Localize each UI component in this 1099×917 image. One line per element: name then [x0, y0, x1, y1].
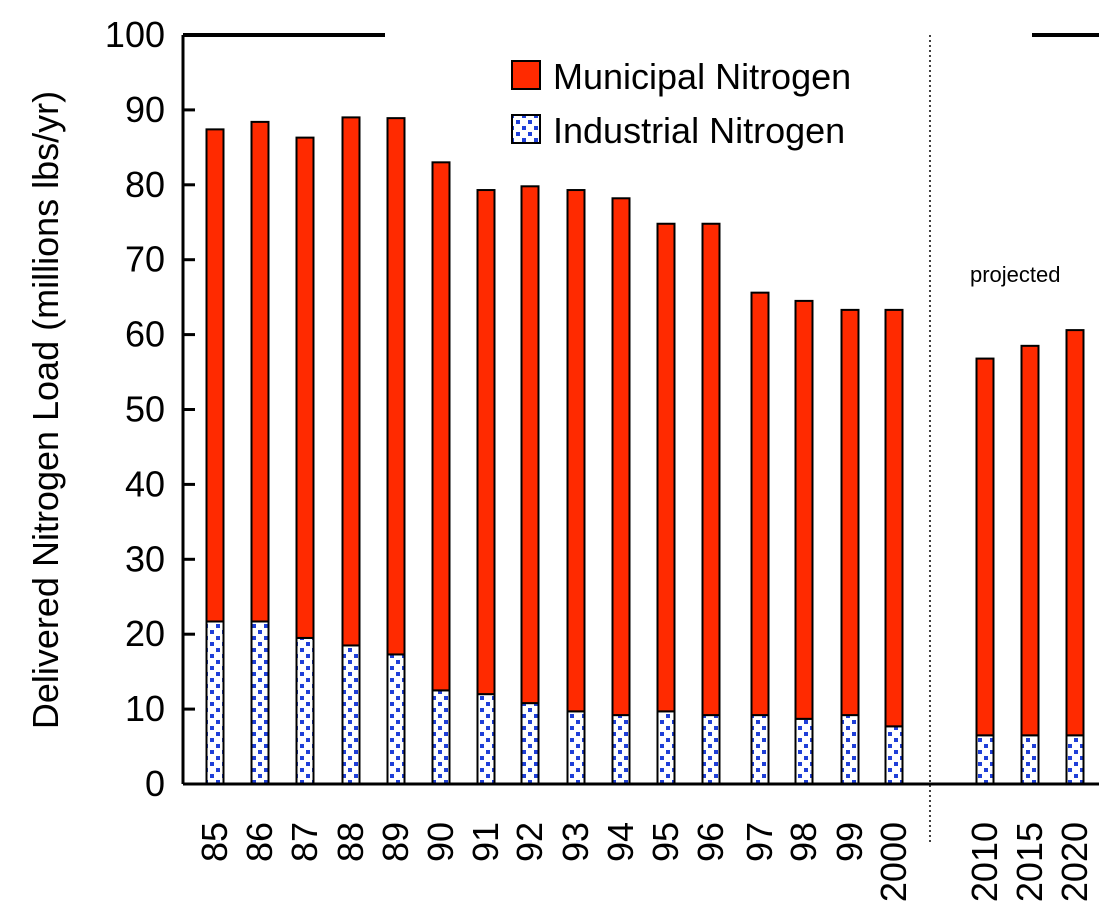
bar-municipal-86	[250, 120, 270, 623]
y-tick-label: 20	[125, 613, 165, 654]
bar-municipal-99	[840, 308, 860, 717]
bar-municipal-87	[295, 136, 315, 639]
y-tick-label: 80	[125, 164, 165, 205]
bar-municipal-92	[520, 185, 540, 705]
y-axis-ticks: 0 10 20 30 40 50 60 70 80 90 100	[105, 14, 195, 804]
bar-municipal-95	[656, 222, 676, 713]
bar-industrial-89	[386, 653, 406, 785]
bar-industrial-92	[520, 702, 540, 785]
y-tick-label: 60	[125, 314, 165, 355]
legend-swatch-municipal	[511, 60, 541, 90]
bar-industrial-86	[250, 620, 270, 785]
x-tick-label: 91	[465, 822, 506, 862]
bar-industrial-2020	[1065, 734, 1085, 786]
bar-series-group	[205, 116, 1085, 786]
bar-municipal-85	[205, 128, 225, 623]
x-tick-label: 88	[330, 822, 371, 862]
x-tick-label: 90	[420, 822, 461, 862]
bar-industrial-98	[794, 717, 814, 785]
y-tick-label: 50	[125, 389, 165, 430]
bar-industrial-97	[750, 714, 770, 785]
y-tick-label: 30	[125, 538, 165, 579]
x-tick-label: 2020	[1054, 822, 1095, 902]
bar-municipal-93	[566, 189, 586, 713]
bar-industrial-2000	[884, 725, 904, 786]
x-tick-label: 93	[555, 822, 596, 862]
bar-industrial-95	[656, 710, 676, 785]
bar-municipal-98	[794, 299, 814, 720]
y-tick-label: 0	[145, 763, 165, 804]
bar-industrial-88	[341, 644, 361, 785]
bar-municipal-90	[431, 161, 451, 692]
x-tick-label: 94	[600, 822, 641, 862]
x-tick-label: 2015	[1009, 822, 1050, 902]
y-axis-title: Delivered Nitrogen Load (millions lbs/yr…	[25, 91, 66, 729]
bar-industrial-2010	[975, 734, 995, 786]
bar-industrial-91	[476, 693, 496, 785]
bar-municipal-96	[701, 222, 721, 717]
y-tick-label: 10	[125, 688, 165, 729]
x-tick-label: 87	[284, 822, 325, 862]
x-tick-label: 2010	[964, 822, 1005, 902]
legend-swatch-industrial	[511, 114, 541, 144]
bar-industrial-87	[295, 636, 315, 785]
bar-municipal-89	[386, 117, 406, 656]
bar-municipal-2000	[884, 308, 904, 728]
x-tick-label: 98	[783, 822, 824, 862]
bar-industrial-93	[566, 710, 586, 785]
y-tick-label: 100	[105, 14, 165, 55]
x-tick-label: 95	[645, 822, 686, 862]
x-tick-label: 2000	[873, 822, 914, 902]
bar-industrial-85	[205, 620, 225, 785]
bar-municipal-91	[476, 189, 496, 696]
x-tick-label: 86	[239, 822, 280, 862]
bar-municipal-2020	[1065, 329, 1085, 737]
bar-industrial-90	[431, 689, 451, 785]
projected-annotation: projected	[970, 262, 1061, 287]
legend: Municipal Nitrogen Industrial Nitrogen	[511, 56, 851, 151]
x-tick-label: 99	[829, 822, 870, 862]
x-tick-label: 85	[194, 822, 235, 862]
y-tick-label: 70	[125, 239, 165, 280]
legend-label-industrial: Industrial Nitrogen	[553, 110, 845, 151]
bar-industrial-2015	[1020, 734, 1040, 786]
bar-industrial-94	[611, 714, 631, 785]
x-tick-label: 97	[739, 822, 780, 862]
bar-industrial-99	[840, 714, 860, 785]
y-tick-label: 90	[125, 89, 165, 130]
x-tick-label: 96	[690, 822, 731, 862]
x-tick-label: 89	[375, 822, 416, 862]
x-axis-labels: 85 86 87 88 89 90 91 92 93 94 95 96 97 98 99 2000 2010 20…	[194, 822, 1095, 902]
bar-municipal-94	[611, 197, 631, 717]
bar-municipal-2015	[1020, 344, 1040, 737]
bar-industrial-96	[701, 714, 721, 785]
bar-municipal-88	[341, 116, 361, 647]
y-tick-label: 40	[125, 463, 165, 504]
bar-municipal-2010	[975, 357, 995, 737]
x-tick-label: 92	[509, 822, 550, 862]
legend-label-municipal: Municipal Nitrogen	[553, 56, 851, 97]
bar-municipal-97	[750, 291, 770, 717]
